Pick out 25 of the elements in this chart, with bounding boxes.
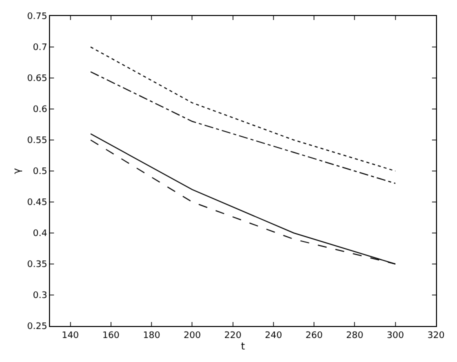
y-tick-label: 0.25 [27,322,48,332]
line-series [90,46,396,172]
x-tick-label: 160 [102,330,120,341]
x-tick-label: 140 [62,330,80,341]
y-tick-label: 0.7 [32,43,48,54]
y-tick-label: 0.55 [27,136,48,146]
line-series [90,71,396,184]
x-tick-label: 240 [264,330,282,341]
y-tick-label: 0.35 [27,260,48,270]
y-tick-label: 0.65 [27,74,48,84]
y-tick-label: 0.3 [32,291,48,302]
x-tick-label: 220 [224,330,242,341]
y-tick-label: 0.6 [32,105,48,116]
y-tick-label: 0.75 [27,12,48,22]
x-tick-label: 320 [427,330,445,341]
y-tick-label: 0.4 [32,229,48,240]
x-tick-label: 260 [306,330,323,341]
y-axis-title: γ [12,168,24,174]
x-tick-label: 180 [142,330,160,341]
x-tick-label: 300 [386,330,404,341]
y-tick-label: 0.5 [32,167,48,178]
x-axis-title: t [241,341,246,352]
x-tick-label: 200 [184,330,202,341]
y-tick-label: 0.45 [27,198,48,208]
x-tick-label: 280 [346,330,364,341]
